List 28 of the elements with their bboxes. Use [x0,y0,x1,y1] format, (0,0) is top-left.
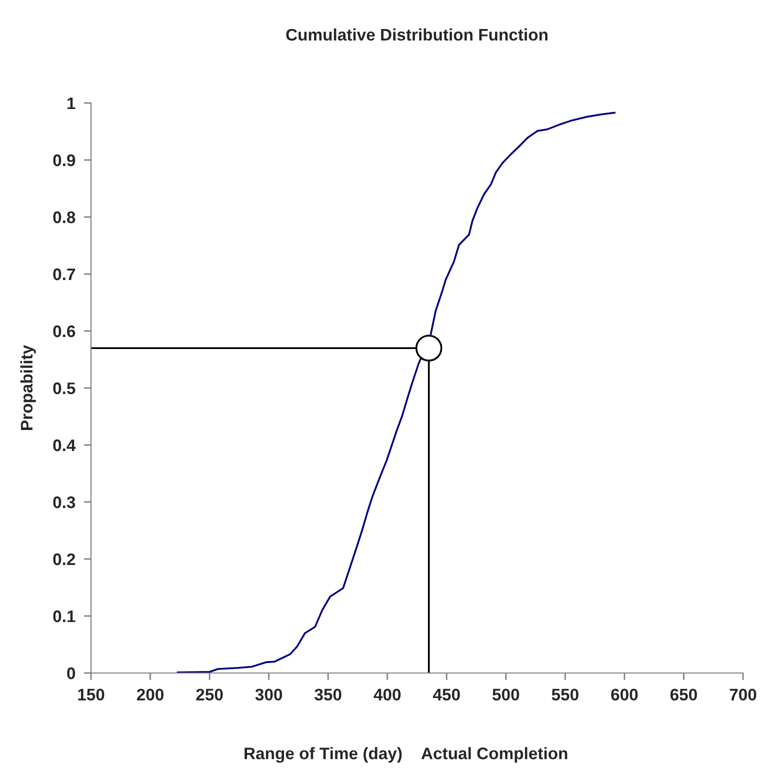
y-tick-label: 0.9 [53,154,76,166]
y-tick-label: 0.2 [53,553,76,566]
x-tick-label: 150 [78,688,104,701]
x-tick-label: 350 [314,688,342,701]
y-axis-title: Propability [20,345,36,430]
x-tick-label: 650 [670,688,697,701]
x-tick-label: 550 [552,688,578,701]
x-tick-label: 250 [196,688,223,701]
text: Actual Completion [421,747,568,763]
y-tick-label: 0.1 [53,610,76,622]
y-tick-label: 0.8 [53,211,76,224]
x-tick-label: 500 [492,688,520,701]
y-tick-label: 0.4 [53,439,76,452]
x-tick-label: 450 [432,688,460,701]
y-tick-label: 0 [67,667,76,680]
x-tick-label: 400 [374,688,401,701]
line-series [176,112,616,673]
x-tick-label: 300 [255,688,282,701]
x-tick-label: 600 [611,688,638,701]
x-tick-label: 700 [730,688,756,701]
y-tick-label: 1 [68,98,76,110]
y-tick-label: 0.7 [53,268,75,280]
x-axis-title: Range of Time (day) [244,747,402,763]
x-tick-label: 200 [136,688,164,701]
y-tick-label: 0.6 [53,325,76,338]
chart-title: Cumulative Distribution Function [286,28,548,41]
y-tick-label: 0.3 [53,496,76,508]
y-tick-label: 0.5 [53,382,76,394]
